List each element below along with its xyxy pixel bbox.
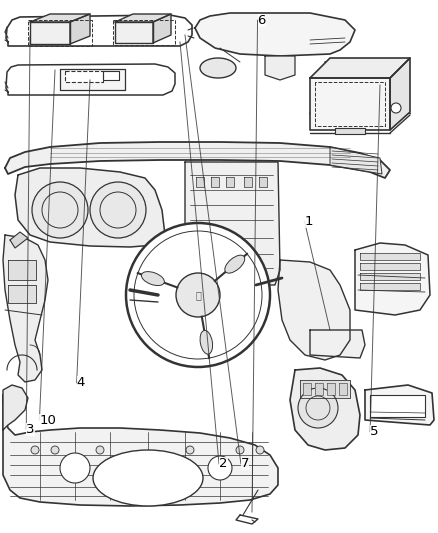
- Polygon shape: [8, 260, 36, 280]
- Polygon shape: [330, 147, 382, 174]
- Polygon shape: [310, 330, 365, 358]
- Polygon shape: [360, 283, 420, 290]
- Polygon shape: [360, 263, 420, 270]
- Ellipse shape: [200, 330, 212, 354]
- Circle shape: [51, 446, 59, 454]
- Circle shape: [236, 446, 244, 454]
- Polygon shape: [153, 14, 171, 43]
- Polygon shape: [365, 385, 434, 425]
- Text: 5: 5: [370, 425, 378, 438]
- Text: 3: 3: [26, 423, 35, 435]
- Polygon shape: [370, 395, 425, 417]
- Circle shape: [96, 446, 104, 454]
- Text: 1: 1: [304, 215, 313, 228]
- Polygon shape: [103, 71, 119, 80]
- Polygon shape: [265, 56, 295, 80]
- Text: 7: 7: [241, 457, 249, 470]
- Circle shape: [31, 446, 39, 454]
- Polygon shape: [339, 383, 347, 395]
- Circle shape: [90, 182, 146, 238]
- Polygon shape: [185, 162, 280, 285]
- Polygon shape: [327, 383, 335, 395]
- Text: 4: 4: [77, 376, 85, 389]
- Polygon shape: [360, 273, 420, 280]
- Circle shape: [186, 446, 194, 454]
- Circle shape: [298, 388, 338, 428]
- Circle shape: [176, 273, 220, 317]
- Polygon shape: [196, 177, 204, 187]
- Polygon shape: [6, 64, 175, 95]
- Ellipse shape: [225, 255, 245, 273]
- Circle shape: [126, 223, 270, 367]
- Polygon shape: [259, 177, 267, 187]
- Polygon shape: [303, 383, 311, 395]
- Polygon shape: [30, 14, 90, 22]
- Polygon shape: [158, 260, 258, 342]
- Polygon shape: [315, 383, 323, 395]
- Polygon shape: [310, 78, 390, 130]
- Polygon shape: [300, 380, 350, 398]
- Polygon shape: [65, 71, 103, 82]
- Polygon shape: [278, 260, 350, 360]
- Ellipse shape: [200, 58, 236, 78]
- Polygon shape: [335, 128, 365, 134]
- Polygon shape: [70, 14, 90, 44]
- Polygon shape: [5, 142, 390, 178]
- Ellipse shape: [391, 103, 401, 113]
- Text: 6: 6: [258, 14, 266, 27]
- Ellipse shape: [93, 450, 203, 506]
- Polygon shape: [3, 235, 48, 382]
- Polygon shape: [211, 177, 219, 187]
- Polygon shape: [3, 395, 278, 506]
- Polygon shape: [226, 177, 234, 187]
- Polygon shape: [3, 385, 28, 430]
- Polygon shape: [355, 243, 430, 315]
- Polygon shape: [10, 232, 28, 248]
- Polygon shape: [310, 58, 410, 78]
- Polygon shape: [6, 15, 192, 46]
- Polygon shape: [30, 22, 70, 44]
- Polygon shape: [236, 515, 258, 524]
- Polygon shape: [290, 368, 360, 450]
- Circle shape: [256, 446, 264, 454]
- Text: 2: 2: [219, 457, 227, 470]
- Circle shape: [60, 453, 90, 483]
- Polygon shape: [8, 285, 36, 303]
- Circle shape: [32, 182, 88, 238]
- Polygon shape: [115, 22, 153, 43]
- Polygon shape: [115, 14, 171, 22]
- Polygon shape: [360, 253, 420, 260]
- Ellipse shape: [141, 272, 164, 286]
- Polygon shape: [195, 13, 355, 56]
- Circle shape: [208, 456, 232, 480]
- Polygon shape: [15, 168, 165, 247]
- Polygon shape: [244, 177, 252, 187]
- Text: 10: 10: [39, 414, 57, 426]
- Text: 🔱: 🔱: [195, 290, 201, 300]
- Polygon shape: [390, 58, 410, 130]
- Polygon shape: [60, 69, 125, 90]
